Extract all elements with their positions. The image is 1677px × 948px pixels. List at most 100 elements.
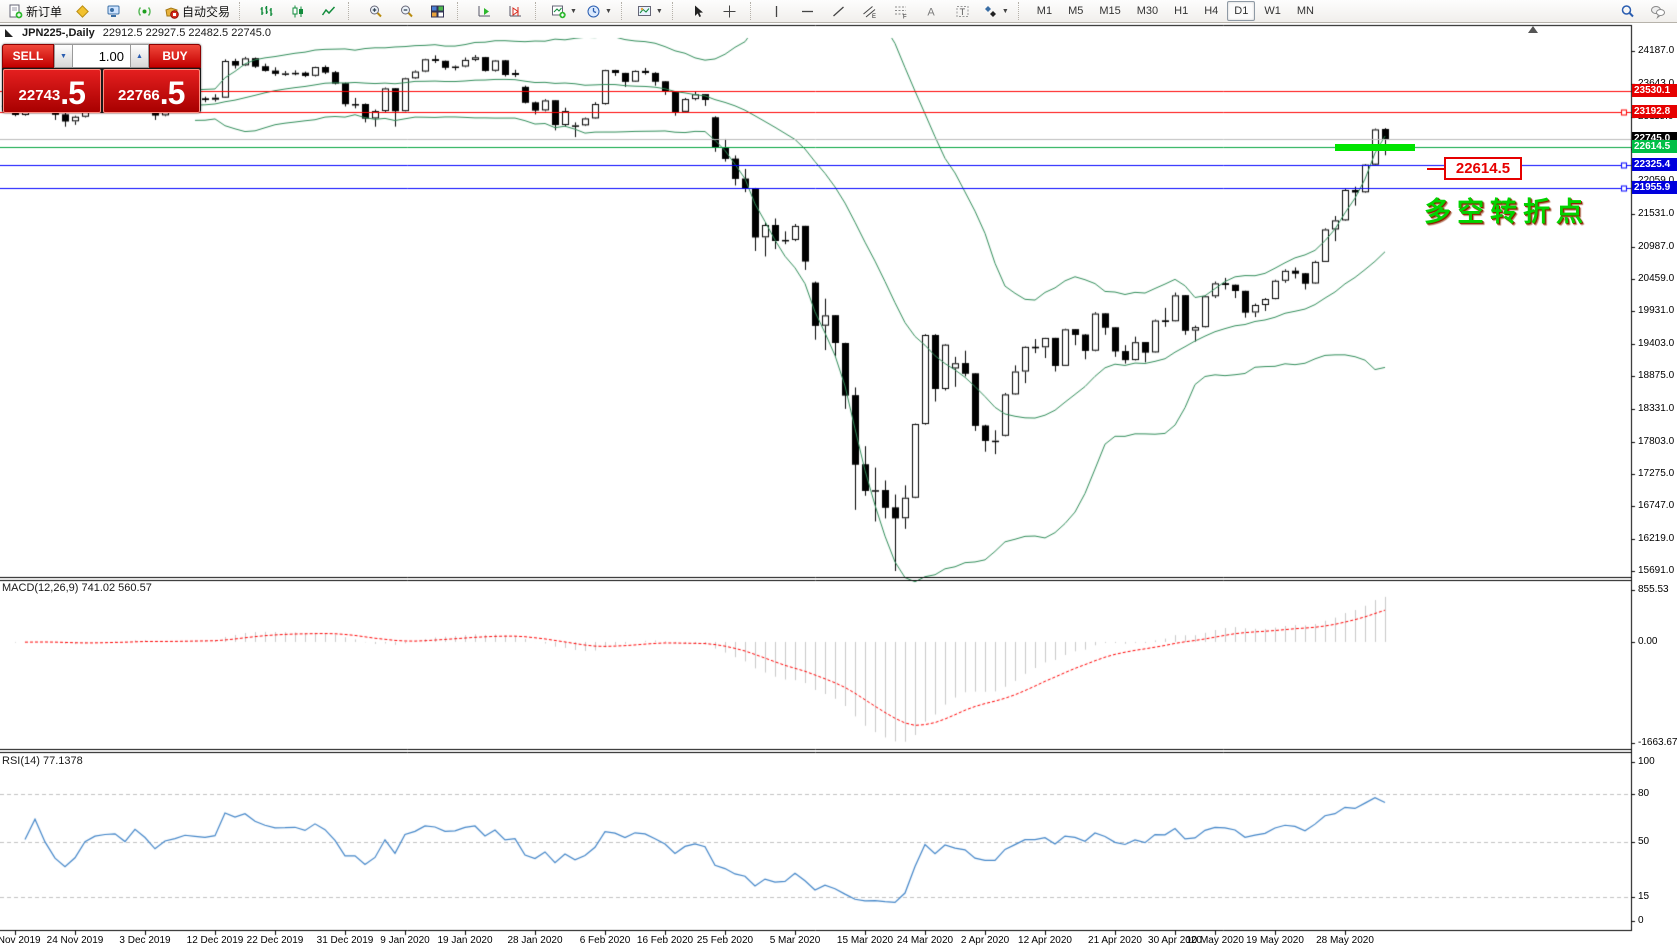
tile-windows-icon [430, 5, 444, 17]
date-axis-label: 19 Jan 2020 [437, 935, 493, 946]
new-order-button[interactable]: 新订单 [4, 0, 66, 22]
fibonacci-icon: F [894, 6, 907, 19]
chart-shift-marker[interactable] [1528, 26, 1538, 33]
date-axis-label: 19 May 2020 [1246, 935, 1304, 946]
sell-button[interactable]: SELL [2, 44, 54, 68]
new-chart-button[interactable]: ▼ [547, 0, 581, 22]
price-axis-tick: 16219.0 [1638, 532, 1675, 544]
zoom-out-button[interactable] [391, 0, 421, 22]
virtual-hosting-button[interactable] [98, 0, 128, 22]
chart-symbol-period: JPN225-,Daily [22, 27, 95, 39]
volume-up-button[interactable]: ▲ [130, 44, 149, 68]
template-button[interactable]: ▼ [633, 0, 667, 22]
sell-price-main: 22743 [18, 87, 61, 104]
dropdown-arrow-icon: ▼ [655, 7, 663, 15]
price-annotation-box[interactable]: 22614.5 [1444, 157, 1522, 180]
channel-button[interactable]: E [855, 0, 885, 22]
date-axis-label: 31 Dec 2019 [316, 935, 374, 946]
chart-shift-icon [509, 5, 521, 16]
timeframe-button-M1[interactable]: M1 [1036, 5, 1053, 17]
bar-chart-button[interactable] [251, 0, 281, 22]
candlestick-icon [292, 5, 303, 17]
price-tag-22614.5: 22614.5 [1632, 140, 1677, 154]
text-label-button[interactable]: T [948, 0, 978, 22]
turning-point-highlight[interactable] [1335, 143, 1415, 151]
chart-shift-button[interactable] [500, 0, 530, 22]
candlestick-button[interactable] [282, 0, 312, 22]
timeframe-button-M30[interactable]: M30 [1136, 5, 1159, 17]
timeframe-button-D1[interactable]: D1 [1227, 1, 1256, 21]
signals-button[interactable] [129, 0, 159, 22]
timeframe-menu-button[interactable]: ▼ [582, 0, 616, 22]
chat-button[interactable] [1643, 0, 1673, 22]
auto-scroll-icon [478, 5, 490, 16]
dropdown-arrow-icon: ▼ [604, 7, 612, 15]
crosshair-icon [723, 5, 736, 17]
date-axis-label: 21 Apr 2020 [1088, 935, 1142, 946]
timeframe-button-M15[interactable]: M15 [1099, 5, 1121, 17]
macd-indicator-label: MACD(12,26,9) 741.02 560.57 [2, 582, 152, 594]
rsi-indicator-label: RSI(14) 77.1378 [2, 755, 83, 767]
signals-icon [137, 6, 151, 16]
date-axis-label: 2 Apr 2020 [960, 935, 1010, 946]
date-axis-label: 4 Nov 2019 [0, 935, 41, 946]
horizontal-line-button[interactable] [793, 0, 823, 22]
new-order-icon [9, 4, 23, 18]
date-axis-label: 12 Dec 2019 [186, 935, 244, 946]
timeframe-button-M5[interactable]: M5 [1068, 5, 1084, 17]
zoom-in-button[interactable] [360, 0, 390, 22]
date-axis-label: 30 Apr 2020 [1148, 935, 1202, 946]
price-axis-tick: 17803.0 [1638, 435, 1675, 447]
timeframe-button-H4[interactable]: H4 [1204, 5, 1219, 17]
line-chart-button[interactable] [313, 0, 343, 22]
chart-window-icon [5, 29, 13, 37]
cursor-icon [695, 5, 704, 17]
trendline-button[interactable] [824, 0, 854, 22]
timeframe-button-MN[interactable]: MN [1296, 5, 1314, 17]
date-axis-label: 5 Mar 2020 [769, 935, 821, 946]
toolbar-separator [535, 2, 543, 20]
new-order-label: 新订单 [26, 4, 63, 19]
rsi-axis-tick: 0 [1638, 914, 1644, 926]
text-button[interactable]: A [917, 0, 947, 22]
price-tag-23530.1: 23530.1 [1632, 84, 1677, 98]
autotrade-button[interactable]: 自动交易 [160, 0, 234, 22]
chat-icon [1651, 5, 1665, 19]
volume-input[interactable] [73, 44, 130, 68]
timeframe-button-H1[interactable]: H1 [1174, 5, 1189, 17]
auto-scroll-button[interactable] [469, 0, 499, 22]
arrows-button[interactable]: ▼ [979, 0, 1013, 22]
mql5-community-button[interactable] [67, 0, 97, 22]
main-toolbar: 新订单 自动交易 [0, 0, 1677, 23]
sell-price-display[interactable]: 22743 .5 [3, 69, 101, 113]
vertical-line-icon [776, 5, 778, 17]
sell-price-fraction: .5 [60, 75, 86, 111]
fibonacci-button[interactable]: F [886, 0, 916, 22]
toolbar-separator [671, 2, 680, 20]
price-tag-23192.8: 23192.8 [1632, 104, 1677, 118]
cursor-button[interactable] [684, 0, 714, 22]
date-axis-label: 25 Feb 2020 [696, 935, 754, 946]
buy-button[interactable]: BUY [149, 44, 201, 68]
zoom-in-icon [369, 5, 382, 17]
date-axis-label: 15 Mar 2020 [836, 935, 894, 946]
vertical-line-button[interactable] [762, 0, 792, 22]
autotrade-icon [165, 6, 179, 19]
toolbar-separator [1017, 2, 1026, 20]
svg-text:T: T [960, 7, 966, 17]
chart-canvas[interactable] [0, 24, 1677, 948]
price-axis-tick: 17275.0 [1638, 468, 1675, 480]
search-button[interactable] [1612, 0, 1642, 22]
horizontal-line-icon [802, 10, 814, 12]
buy-price-display[interactable]: 22766 .5 [102, 69, 200, 113]
volume-down-button[interactable]: ▼ [54, 44, 73, 68]
date-axis-label: 6 Feb 2020 [579, 935, 631, 946]
crosshair-button[interactable] [715, 0, 745, 22]
zoom-out-icon [400, 5, 413, 17]
turning-point-text[interactable]: 多空转折点 [1424, 197, 1589, 227]
tile-windows-button[interactable] [422, 0, 452, 22]
macd-axis-tick: 855.53 [1638, 583, 1669, 595]
timeframe-button-W1[interactable]: W1 [1264, 5, 1281, 17]
price-axis-tick: 24187.0 [1638, 44, 1675, 56]
